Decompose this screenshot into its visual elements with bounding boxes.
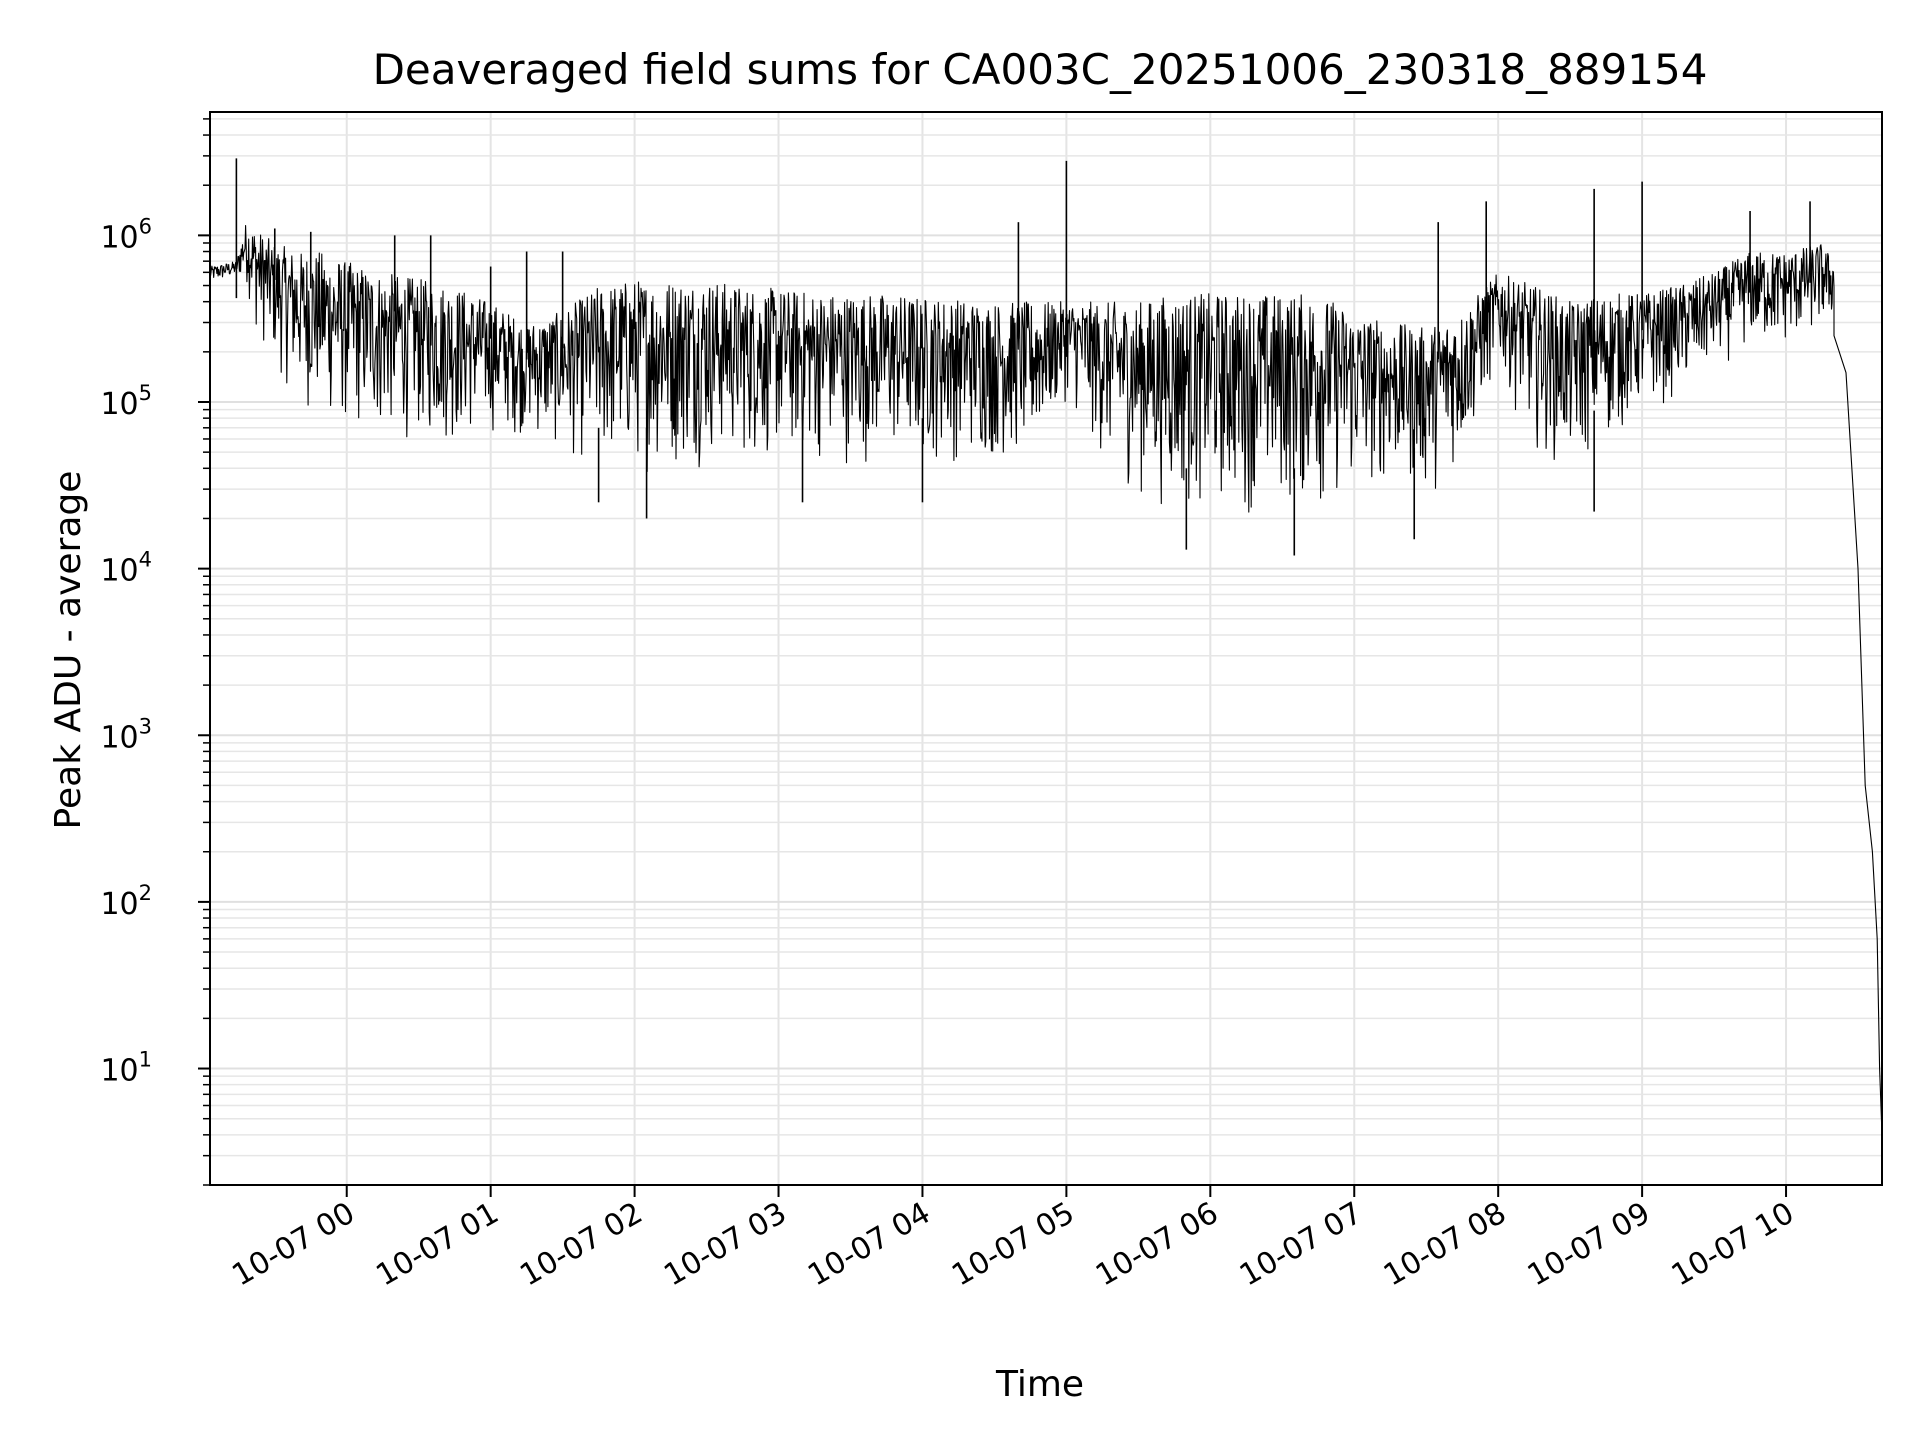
y-tick-base: 10 xyxy=(100,554,138,589)
y-tick-base: 10 xyxy=(100,887,138,922)
y-tick-base: 10 xyxy=(100,387,138,422)
y-axis-label: Peak ADU - average xyxy=(48,471,89,830)
y-tick-base: 10 xyxy=(100,220,138,255)
y-tick-label: 104 xyxy=(100,548,152,589)
y-tick-label: 103 xyxy=(100,714,152,755)
y-tick-exponent: 5 xyxy=(139,381,152,405)
y-tick-label: 102 xyxy=(100,881,152,922)
series-line xyxy=(209,158,1883,1135)
plot-frame xyxy=(209,111,1883,1186)
y-tick-label: 106 xyxy=(100,214,152,255)
series-path xyxy=(209,225,1883,1135)
y-tick-base: 10 xyxy=(100,1054,138,1089)
y-tick-exponent: 1 xyxy=(139,1048,152,1072)
y-tick-label: 101 xyxy=(100,1048,152,1089)
chart-title: Deaveraged field sums for CA003C_2025100… xyxy=(373,45,1708,94)
y-tick-label: 105 xyxy=(100,381,152,422)
x-axis-label: Time xyxy=(995,1364,1084,1405)
y-tick-exponent: 2 xyxy=(139,881,152,905)
y-tick-base: 10 xyxy=(100,720,138,755)
y-tick-exponent: 4 xyxy=(139,548,152,572)
y-tick-exponent: 3 xyxy=(139,714,152,738)
y-tick-exponent: 6 xyxy=(139,214,152,238)
